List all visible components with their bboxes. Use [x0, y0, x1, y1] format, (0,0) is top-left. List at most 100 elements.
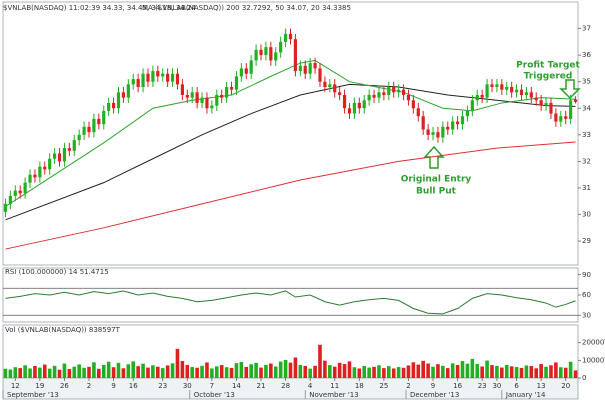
- x-tick-label: 30: [492, 382, 501, 390]
- x-tick-label: 11: [330, 382, 339, 390]
- volume-bar: [264, 364, 268, 378]
- volume-bar: [136, 366, 140, 378]
- y-tick-label: 37: [582, 25, 591, 33]
- candle-body: [269, 47, 273, 61]
- candle-body: [446, 126, 450, 130]
- volume-bar: [121, 368, 126, 378]
- candle-body: [23, 182, 27, 194]
- volume-bar: [82, 367, 86, 378]
- volume-bar: [214, 366, 219, 378]
- volume-header: Vol ($VNLAB(NASDAQ)) 838597T: [5, 326, 121, 334]
- candle-body: [397, 89, 401, 93]
- candle-body: [559, 116, 563, 122]
- volume-bar: [249, 364, 253, 378]
- candle-body: [406, 94, 411, 101]
- volume-bar: [406, 365, 411, 378]
- candle-body: [569, 100, 573, 119]
- x-tick-label: 20: [561, 382, 570, 390]
- volume-bar: [568, 361, 573, 378]
- candle-body: [97, 118, 101, 125]
- candle-body: [215, 94, 219, 106]
- candle-body: [451, 121, 455, 130]
- x-tick-label: 7: [210, 382, 214, 390]
- profit-arrow: [559, 79, 581, 100]
- x-tick-label: 2: [406, 382, 410, 390]
- candle-body: [303, 65, 307, 74]
- volume-bar: [42, 364, 47, 378]
- y-tick-label: 35: [582, 78, 591, 86]
- candle-body: [48, 158, 52, 170]
- candle-body: [470, 100, 474, 111]
- volume-bar: [509, 366, 514, 378]
- volume-bar: [382, 368, 386, 378]
- candle-body: [77, 134, 81, 141]
- volume-bar: [224, 367, 229, 378]
- candle-body: [426, 129, 430, 135]
- volume-bar: [170, 363, 175, 378]
- candle-body: [539, 100, 543, 106]
- y-tick-label: 30: [582, 211, 591, 219]
- candle-body: [421, 116, 425, 130]
- volume-bar: [495, 365, 499, 378]
- candle-body: [225, 87, 229, 98]
- volume-bar: [156, 366, 160, 378]
- volume-bar: [87, 366, 91, 378]
- candle-body: [166, 73, 170, 82]
- volume-bar: [357, 368, 362, 378]
- y-tick-label: 32: [582, 157, 591, 165]
- candle-body: [554, 113, 558, 122]
- candle-body: [53, 153, 57, 159]
- candle-body: [3, 203, 8, 212]
- candle-body: [529, 92, 533, 98]
- entry-arrow: [423, 145, 445, 169]
- candle-body: [382, 92, 386, 95]
- candle-body: [333, 84, 337, 93]
- candle-body: [107, 102, 111, 111]
- candle-body: [500, 84, 504, 90]
- volume-bar: [563, 367, 568, 378]
- x-tick-label: 19: [35, 382, 44, 390]
- candle-body: [313, 63, 317, 69]
- volume-bar: [28, 368, 32, 378]
- volume-bar: [298, 364, 303, 378]
- candle-body: [357, 102, 361, 109]
- volume-bar: [386, 366, 391, 378]
- volume-bar: [416, 364, 421, 378]
- candle-body: [279, 41, 283, 53]
- volume-bar: [47, 368, 52, 378]
- candle-body: [465, 110, 470, 117]
- volume-bar: [23, 365, 27, 378]
- candle-body: [372, 94, 376, 98]
- volume-bar: [391, 368, 396, 378]
- volume-bar: [126, 364, 131, 378]
- volume-bar: [544, 366, 548, 378]
- volume-bar: [101, 364, 106, 378]
- volume-bar: [269, 363, 273, 378]
- volume-bar: [67, 368, 72, 378]
- x-tick-label: 28: [281, 382, 290, 390]
- volume-bar: [303, 365, 308, 378]
- month-label: December '13: [410, 391, 459, 399]
- volume-bar: [190, 367, 195, 378]
- x-tick-label: 2: [87, 382, 91, 390]
- volume-bar: [460, 361, 465, 378]
- annotation: Profit Target: [516, 61, 580, 71]
- candle-body: [377, 92, 381, 98]
- candle-body: [87, 126, 91, 133]
- volume-bar: [259, 367, 263, 378]
- volume-bar: [539, 364, 543, 378]
- candle-body: [195, 92, 199, 103]
- volume-bar: [18, 368, 23, 378]
- candle-body: [544, 102, 548, 106]
- volume-bar: [455, 364, 460, 378]
- volume-bar: [239, 361, 244, 378]
- y-tick-label: 0: [582, 374, 586, 382]
- candle-body: [254, 49, 258, 61]
- month-label: January '14: [505, 391, 546, 399]
- candle-body: [342, 94, 347, 109]
- y-tick-label: 29: [582, 237, 591, 245]
- volume-bar: [92, 362, 96, 378]
- volume-bar: [62, 363, 67, 378]
- volume-bar: [52, 365, 57, 378]
- candle-body: [392, 87, 396, 93]
